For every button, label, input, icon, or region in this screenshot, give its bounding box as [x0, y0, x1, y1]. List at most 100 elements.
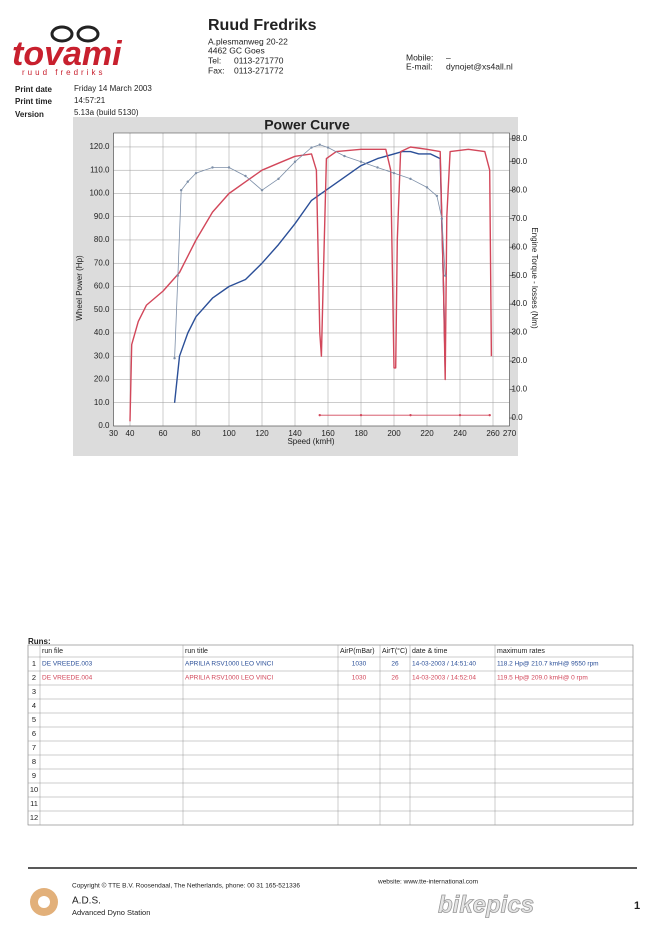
y2-tick-label: 60.0	[512, 242, 528, 251]
series-marker	[194, 171, 198, 175]
cell: APRILIA RSV1000 LEO VINCI	[185, 661, 273, 668]
print-time: 14:57:21	[74, 96, 106, 105]
x-tick-label: 270	[503, 429, 517, 438]
y2-tick-label: 40.0	[512, 299, 528, 308]
y2-tick-label: 0.0	[512, 413, 524, 422]
y-tick-label: 90.0	[94, 212, 110, 221]
x-tick-label: 80	[192, 429, 201, 438]
x-tick-label: 160	[321, 429, 335, 438]
column-header: run title	[185, 648, 208, 655]
chart: 30 40 60 80 100 120 140 160 180 200 220 240 260 270 0.…	[89, 132, 528, 438]
series-marker	[435, 194, 439, 198]
column-header: run file	[42, 648, 63, 655]
y2-tick-label: 30.0	[512, 328, 528, 337]
label: Version	[15, 110, 44, 119]
series-marker	[176, 274, 180, 277]
logo-sub: ruud fredriks	[22, 68, 105, 77]
y2-tick-label: 50.0	[512, 271, 528, 280]
label: Tel:	[208, 55, 221, 65]
mobile: –	[446, 52, 451, 62]
logo: tovami	[12, 35, 123, 73]
y2-tick-label: 90.0	[512, 157, 528, 166]
address: 4462 GC Goes	[208, 45, 265, 55]
y-axis-label: Wheel Power (Hp)	[75, 255, 84, 321]
y-tick-label: 0.0	[98, 421, 110, 430]
logo-mark	[76, 25, 100, 43]
series-marker	[458, 413, 462, 417]
series-line	[173, 150, 446, 403]
row-number: 9	[32, 771, 36, 780]
y-tick-label: 50.0	[94, 305, 110, 314]
row-number: 2	[32, 673, 36, 682]
email: dynojet@xs4all.nl	[446, 61, 513, 71]
column-header: AirT(°C)	[382, 647, 407, 655]
series-marker	[488, 413, 491, 417]
series-marker	[425, 186, 429, 189]
series-marker	[293, 160, 297, 163]
y-tick-label: 110.0	[90, 165, 110, 174]
y-tick-label: 10.0	[94, 398, 110, 407]
label: E-mail:	[406, 61, 432, 71]
x-tick-label: 60	[159, 429, 168, 438]
label: Print time	[15, 97, 52, 106]
cell: 1030	[352, 661, 367, 668]
series-marker	[318, 143, 321, 146]
table-border	[27, 644, 634, 826]
y2-tick-label: 70.0	[512, 214, 528, 223]
y2-tick-label: 10.0	[512, 385, 528, 394]
logo-mark	[50, 25, 74, 43]
series-marker	[260, 189, 264, 192]
y2-tick-label: 98.0	[512, 134, 528, 143]
company: Ruud Fredriks	[208, 17, 317, 34]
x-tick-label: 100	[222, 429, 236, 438]
column-header: AirP(mBar)	[340, 648, 375, 655]
page-number: 1	[634, 900, 640, 912]
x-tick-label: 200	[387, 429, 401, 438]
watermark: bikepics	[438, 891, 534, 918]
y-tick-label: 60.0	[94, 282, 110, 291]
cell: 14-03-2003 / 14:51:40	[412, 661, 476, 668]
runs-table: run file run title AirP(mBar) AirT(°C) date …	[27, 644, 634, 826]
address: A.plesmanweg 20-22	[208, 36, 288, 46]
row-number: 11	[30, 799, 38, 808]
x-tick-label: 260	[486, 429, 500, 438]
series-marker	[409, 177, 412, 181]
row-number: 12	[30, 813, 38, 822]
website: website: www.tte-international.com	[377, 879, 478, 886]
cell: DE VREEDE.003	[42, 661, 93, 668]
row-number: 7	[32, 743, 36, 752]
series-marker	[211, 166, 214, 169]
y-tick-label: 120.0	[89, 142, 110, 151]
column-header: date & time	[412, 648, 448, 655]
cell: APRILIA RSV1000 LEO VINCI	[185, 675, 273, 682]
brand: A.D.S.	[72, 896, 101, 907]
x-tick-label: 140	[288, 429, 302, 438]
series-marker	[310, 146, 313, 149]
brand-sub: Advanced Dyno Station	[72, 908, 150, 917]
ads-logo	[38, 896, 50, 908]
cell: 26	[391, 661, 399, 668]
series-marker	[244, 174, 247, 178]
series-marker	[359, 413, 363, 417]
y-tick-label: 20.0	[94, 375, 110, 384]
version: 5.13a (build 5130)	[74, 108, 139, 117]
row-number: 5	[32, 715, 36, 724]
x-axis-label: Speed (kmH)	[287, 437, 334, 446]
copyright: Copyright © TTE B.V. Roosendaal, The Net…	[72, 882, 300, 890]
y2-tick-label: 20.0	[512, 356, 528, 365]
series-marker	[318, 413, 321, 417]
x-tick-label: 220	[420, 429, 434, 438]
print-date: Friday 14 March 2003	[74, 84, 152, 93]
series-marker	[392, 171, 396, 175]
series-marker	[173, 357, 176, 360]
x-tick-label: 120	[255, 429, 269, 438]
series-marker	[227, 166, 231, 169]
y-tick-label: 80.0	[94, 235, 110, 244]
series-marker	[440, 217, 444, 220]
fax: 0113-271772	[234, 65, 284, 75]
y2-tick-label: 80.0	[512, 185, 528, 194]
series-marker	[443, 274, 447, 277]
y-tick-label: 70.0	[94, 258, 110, 267]
row-number: 4	[32, 701, 36, 710]
